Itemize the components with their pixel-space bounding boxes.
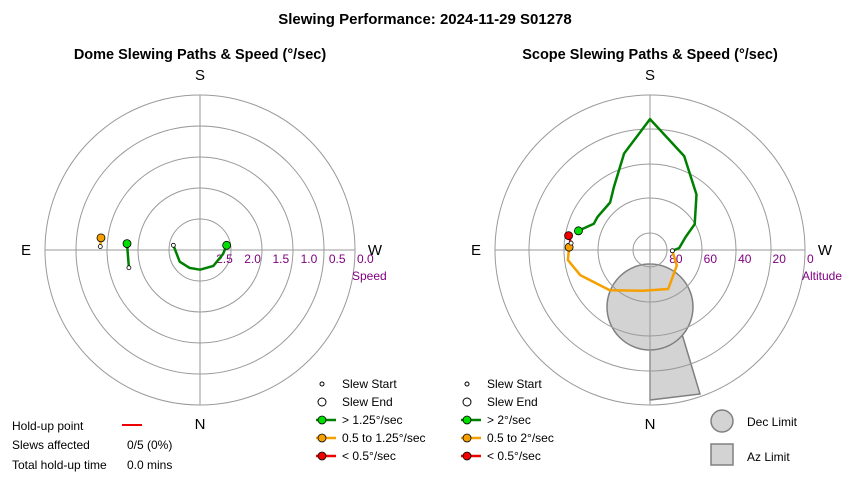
scope-path-2 bbox=[566, 247, 679, 292]
dec-limit-swatch bbox=[710, 409, 734, 433]
scope-tick-2: 60 bbox=[704, 252, 718, 266]
scope-axis-name: Altitude bbox=[802, 269, 842, 283]
dome-legend-slow-marker bbox=[317, 451, 327, 461]
scope-limit-regions bbox=[606, 263, 701, 401]
dome-compass-bottom: N bbox=[195, 416, 206, 433]
dome-legend: Slew Start Slew End > 1.25°/sec 0.5 to 1… bbox=[316, 377, 426, 463]
dome-chart-title: Dome Slewing Paths & Speed (°/sec) bbox=[74, 47, 327, 63]
dome-compass-right: W bbox=[368, 242, 383, 259]
scope-legend-fast-marker bbox=[462, 415, 472, 425]
dome-path-1-end bbox=[222, 240, 232, 250]
scope-legend-end-marker bbox=[462, 397, 472, 407]
dome-tick-4: 1.0 bbox=[301, 252, 318, 266]
scope-compass-bottom: N bbox=[645, 416, 656, 433]
dec-limit-label: Dec Limit bbox=[747, 415, 798, 429]
scope-path-3-start bbox=[568, 240, 574, 246]
scope-legend-end: Slew End bbox=[487, 395, 538, 409]
dome-tick-labels: 2.5 2.0 1.5 1.0 0.5 0.0 bbox=[216, 252, 374, 266]
scope-compass-right: W bbox=[818, 242, 833, 259]
scope-legend: Slew Start Slew End > 2°/sec 0.5 to 2°/s… bbox=[461, 377, 554, 463]
scope-polar-chart: Scope Slewing Paths & Speed (°/sec) S N … bbox=[471, 47, 842, 433]
az-limit-label: Az Limit bbox=[747, 450, 790, 464]
scope-tick-labels: 80 60 40 20 0 bbox=[669, 252, 814, 266]
scope-slew-paths bbox=[564, 117, 698, 292]
az-limit-swatch bbox=[710, 443, 734, 466]
dome-slew-paths bbox=[96, 233, 232, 271]
scope-legend-medium-marker bbox=[462, 433, 472, 443]
dome-path-1-start bbox=[170, 242, 176, 248]
dome-tick-5: 0.5 bbox=[329, 252, 346, 266]
dome-path-3-end bbox=[96, 233, 106, 243]
dome-path-2-start bbox=[126, 265, 132, 271]
scope-path-3-end bbox=[564, 231, 573, 241]
scope-tick-4: 20 bbox=[773, 252, 787, 266]
dome-path-2-end bbox=[122, 239, 132, 249]
scope-path-1-end bbox=[574, 226, 583, 236]
scope-rings bbox=[494, 94, 806, 406]
scope-compass-top: S bbox=[645, 67, 655, 84]
slews-affected-label: Slews affected bbox=[12, 438, 90, 452]
slews-affected-value: 0/5 (0%) bbox=[127, 438, 172, 452]
holdup-time-label: Total hold-up time bbox=[12, 458, 107, 472]
dome-legend-fast: > 1.25°/sec bbox=[342, 413, 403, 427]
dome-tick-3: 1.5 bbox=[272, 252, 289, 266]
dome-compass-left: E bbox=[21, 242, 31, 259]
scope-legend-slow-marker bbox=[462, 451, 472, 461]
scope-legend-slow: < 0.5°/sec bbox=[487, 449, 541, 463]
scope-legend-fast: > 2°/sec bbox=[487, 413, 531, 427]
holdup-info: Hold-up point Slews affected 0/5 (0%) To… bbox=[12, 419, 172, 472]
dome-path-3-start bbox=[97, 244, 103, 249]
dome-rings bbox=[44, 94, 356, 406]
scope-tick-5: 0 bbox=[807, 252, 814, 266]
dome-legend-medium: 0.5 to 1.25°/sec bbox=[342, 431, 426, 445]
figure-title: Slewing Performance: 2024-11-29 S01278 bbox=[278, 11, 572, 28]
dome-axis-name: Speed bbox=[352, 269, 387, 283]
dome-legend-start-marker bbox=[319, 381, 325, 387]
scope-tick-3: 40 bbox=[738, 252, 752, 266]
dome-path-1 bbox=[172, 244, 228, 271]
scope-legend-start-marker bbox=[464, 381, 470, 387]
scope-legend-medium: 0.5 to 2°/sec bbox=[487, 431, 554, 445]
dome-tick-2: 2.0 bbox=[244, 252, 261, 266]
scope-chart-title: Scope Slewing Paths & Speed (°/sec) bbox=[522, 47, 778, 63]
holdup-point-label: Hold-up point bbox=[12, 419, 84, 433]
scope-legend-start: Slew Start bbox=[487, 377, 542, 391]
dome-legend-end: Slew End bbox=[342, 395, 393, 409]
scope-path-1 bbox=[577, 117, 698, 252]
holdup-time-value: 0.0 mins bbox=[127, 458, 172, 472]
dome-legend-slow: < 0.5°/sec bbox=[342, 449, 396, 463]
dome-legend-end-marker bbox=[317, 397, 327, 407]
dome-tick-6: 0.0 bbox=[357, 252, 374, 266]
limit-legend: Dec Limit Az Limit bbox=[710, 409, 798, 466]
dome-compass-top: S bbox=[195, 67, 205, 84]
scope-path-2-start bbox=[669, 248, 675, 254]
dome-legend-medium-marker bbox=[317, 433, 327, 443]
dome-legend-start: Slew Start bbox=[342, 377, 397, 391]
scope-compass-left: E bbox=[471, 242, 481, 259]
dome-legend-fast-marker bbox=[317, 415, 327, 425]
dome-polar-chart: Dome Slewing Paths & Speed (°/sec) S N E… bbox=[21, 47, 387, 433]
